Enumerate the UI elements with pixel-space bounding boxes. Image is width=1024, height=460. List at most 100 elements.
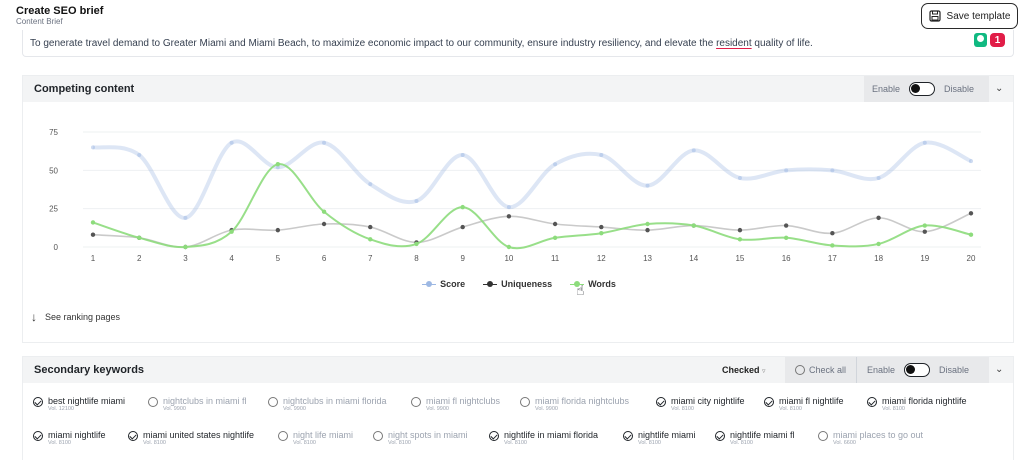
empty-circle-icon[interactable] — [148, 397, 158, 407]
data-point-score[interactable] — [969, 159, 973, 164]
goal-field[interactable]: To generate travel demand to Greater Mia… — [22, 30, 1014, 57]
data-point-score[interactable] — [737, 176, 742, 180]
check-circle-icon[interactable] — [33, 397, 43, 407]
data-point-score[interactable] — [876, 176, 881, 180]
data-point-uniqueness[interactable] — [321, 221, 327, 227]
data-point-score[interactable] — [275, 165, 280, 170]
data-point-words[interactable] — [691, 223, 696, 228]
data-point-score[interactable] — [137, 153, 142, 157]
data-point-words[interactable] — [460, 204, 465, 210]
chevron-down-icon[interactable]: ⌄ — [995, 364, 1004, 375]
data-point-words[interactable] — [737, 237, 743, 242]
data-point-words[interactable] — [275, 162, 281, 167]
issue-count-badge[interactable]: 1 — [990, 33, 1005, 47]
data-point-uniqueness[interactable] — [90, 232, 96, 237]
data-point-uniqueness[interactable] — [876, 215, 881, 221]
data-point-words[interactable] — [414, 241, 419, 247]
data-point-uniqueness[interactable] — [922, 229, 927, 234]
keyword-item[interactable]: miami places to go out Vol. 6600 — [818, 430, 923, 447]
data-point-words[interactable] — [922, 223, 927, 228]
data-point-uniqueness[interactable] — [599, 224, 604, 230]
check-circle-icon[interactable] — [656, 397, 666, 407]
check-circle-icon[interactable] — [623, 431, 633, 441]
check-circle-icon[interactable] — [867, 397, 877, 407]
data-point-score[interactable] — [183, 215, 188, 220]
checked-filter-dropdown[interactable]: Checked ▿ — [722, 365, 766, 375]
keyword-item[interactable]: nightlife in miami florida Vol. 8100 — [489, 430, 598, 447]
data-point-words[interactable] — [599, 231, 604, 236]
keyword-item[interactable]: miami city nightlife Vol. 8100 — [656, 396, 745, 413]
data-point-uniqueness[interactable] — [552, 221, 558, 227]
data-point-words[interactable] — [968, 232, 974, 237]
keyword-item[interactable]: miami fl nightclubs Vol. 9900 — [411, 396, 500, 413]
data-point-score[interactable] — [691, 148, 696, 153]
keyword-item[interactable]: miami florida nightlife Vol. 8100 — [867, 396, 967, 413]
data-point-score[interactable] — [922, 140, 927, 145]
data-point-uniqueness[interactable] — [368, 224, 373, 230]
data-point-score[interactable] — [830, 168, 835, 173]
data-point-words[interactable] — [506, 244, 512, 250]
empty-circle-icon[interactable] — [520, 397, 530, 407]
keyword-item[interactable]: best nightlife miami Vol. 12100 — [33, 396, 125, 413]
keyword-item[interactable]: nightclubs in miami fl Vol. 9900 — [148, 396, 247, 413]
data-point-words[interactable] — [90, 220, 96, 225]
data-point-score[interactable] — [645, 183, 650, 188]
secondary-toggle-switch[interactable] — [904, 363, 931, 377]
data-point-score[interactable] — [506, 205, 511, 210]
data-point-words[interactable] — [368, 237, 373, 242]
data-point-words[interactable] — [830, 243, 835, 248]
data-point-score[interactable] — [414, 199, 419, 203]
data-point-score[interactable] — [368, 182, 373, 187]
empty-circle-icon[interactable] — [373, 431, 383, 441]
keyword-item[interactable]: miami nightlife Vol. 8100 — [33, 430, 106, 447]
data-point-uniqueness[interactable] — [460, 224, 465, 230]
data-point-uniqueness[interactable] — [275, 227, 281, 233]
keyword-item[interactable]: miami florida nightclubs Vol. 9900 — [520, 396, 629, 413]
legend-uniqueness[interactable]: Uniqueness — [483, 279, 552, 289]
empty-circle-icon[interactable] — [278, 431, 288, 441]
keyword-item[interactable]: nightlife miami Vol. 8100 — [623, 430, 696, 447]
check-circle-icon[interactable] — [764, 397, 774, 407]
legend-score[interactable]: Score — [422, 279, 465, 289]
empty-circle-icon[interactable] — [818, 431, 828, 441]
check-circle-icon[interactable] — [489, 431, 499, 441]
check-all-button[interactable]: Check all — [785, 357, 858, 383]
see-ranking-pages-link[interactable]: ↓ See ranking pages — [31, 310, 121, 324]
data-point-words[interactable] — [137, 235, 142, 240]
data-point-uniqueness[interactable] — [968, 211, 974, 216]
keyword-item[interactable]: miami fl nightlife Vol. 8100 — [764, 396, 844, 413]
keyword-item[interactable]: night life miami Vol. 8100 — [278, 430, 353, 447]
empty-circle-icon[interactable] — [411, 397, 421, 407]
data-point-uniqueness[interactable] — [737, 227, 743, 233]
data-point-words[interactable] — [321, 209, 327, 214]
grammar-assistant-icon[interactable] — [974, 33, 987, 47]
save-template-button[interactable]: Save template — [921, 3, 1018, 29]
data-point-score[interactable] — [460, 153, 465, 157]
data-point-score[interactable] — [229, 140, 234, 145]
grammar-widget[interactable]: 1 — [974, 33, 1005, 47]
data-point-uniqueness[interactable] — [645, 227, 650, 233]
keyword-item[interactable]: nightlife miami fl Vol. 8100 — [715, 430, 795, 447]
keyword-item[interactable]: miami united states nightlife Vol. 8100 — [128, 430, 254, 447]
data-point-score[interactable] — [322, 140, 327, 145]
data-point-uniqueness[interactable] — [830, 231, 835, 236]
empty-circle-icon[interactable] — [268, 397, 278, 407]
data-point-words[interactable] — [229, 229, 234, 234]
data-point-score[interactable] — [553, 162, 558, 167]
check-circle-icon[interactable] — [715, 431, 725, 441]
data-point-words[interactable] — [783, 235, 789, 240]
keyword-item[interactable]: night spots in miami Vol. 8100 — [373, 430, 468, 447]
data-point-score[interactable] — [599, 153, 604, 157]
keyword-item[interactable]: nightclubs in miami florida Vol. 9900 — [268, 396, 387, 413]
data-point-words[interactable] — [183, 244, 188, 250]
data-point-words[interactable] — [552, 235, 558, 240]
data-point-uniqueness[interactable] — [783, 223, 789, 228]
data-point-words[interactable] — [876, 241, 881, 247]
check-circle-icon[interactable] — [128, 431, 138, 441]
data-point-uniqueness[interactable] — [506, 214, 512, 219]
chevron-down-icon[interactable]: ⌄ — [995, 83, 1004, 94]
data-point-words[interactable] — [645, 221, 650, 227]
competing-toggle-switch[interactable] — [909, 82, 936, 96]
data-point-score[interactable] — [91, 145, 95, 150]
check-circle-icon[interactable] — [33, 431, 43, 441]
